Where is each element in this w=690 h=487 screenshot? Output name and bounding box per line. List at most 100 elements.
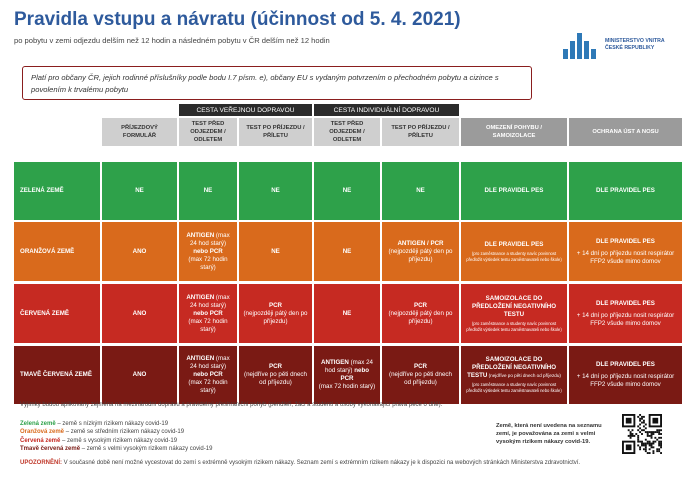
- row-label-text: ZELENÁ ZEMĚ: [20, 187, 64, 194]
- cell-movement: DLE PRAVIDEL PES (pro zaměstnance a stude…: [461, 222, 567, 281]
- cell-public-before-pcr-age: (max 72 hodin starý): [188, 255, 228, 271]
- column-header-label: OCHRANA ÚST A NOSU: [592, 129, 659, 135]
- cell-indiv-after-note: (nejpozději pátý den po příjezdu): [388, 247, 453, 263]
- cell-movement-note: (pro zaměstnance a studenty navíc povinn…: [466, 320, 562, 332]
- cell-arrival-form: ANO: [102, 284, 177, 343]
- cell-public-before: ANTIGEN (max 24 hod starý) nebo PCR (max …: [179, 222, 237, 281]
- cell-indiv-before: NE: [314, 284, 380, 343]
- cell-public-before-antigen: ANTIGEN: [186, 231, 215, 239]
- cell-movement: SAMOIZOLACE DO PŘEDLOŽENÍ NEGATIVNÍHO TE…: [461, 346, 567, 404]
- cell-movement-line: SAMOIZOLACE DO PŘEDLOŽENÍ NEGATIVNÍHO TE…: [465, 295, 563, 319]
- cell-public-before-line: ANTIGEN (max 24 hod starý) nebo PCR: [183, 232, 233, 256]
- cell-protection-value: DLE PRAVIDEL PES: [596, 361, 655, 368]
- cell-indiv-before: ANTIGEN (max 24 hod starý) nebo PCR (max …: [314, 346, 380, 404]
- legend-item-name: Zelená země: [20, 421, 56, 427]
- cell-movement-note: (pro zaměstnance a studenty navíc povinn…: [466, 250, 562, 262]
- column-header-label: TEST PŘED ODJEZDEM / ODLETEM: [190, 121, 226, 143]
- cell-movement-value: SAMOIZOLACE DO PŘEDLOŽENÍ NEGATIVNÍHO TE…: [471, 294, 557, 318]
- cell-protection-value: DLE PRAVIDEL PES: [596, 237, 655, 245]
- cell-indiv-after: ANTIGEN / PCR (nejpozději pátý den po pří…: [382, 222, 459, 281]
- cell-movement-value: SAMOIZOLACE DO PŘEDLOŽENÍ NEGATIVNÍHO TE…: [467, 356, 557, 380]
- qr-code-icon[interactable]: [622, 414, 662, 454]
- cell-movement: SAMOIZOLACE DO PŘEDLOŽENÍ NEGATIVNÍHO TE…: [461, 284, 567, 343]
- page-title: Pravidla vstupu a návratu (účinnost od 5…: [14, 9, 461, 30]
- legend-item: Červená země – země s vysokým rizikem ná…: [20, 437, 212, 445]
- cell-indiv-after-value: PCR: [413, 301, 428, 309]
- cell-indiv-before-antigen-age: (max 24 hod starý): [324, 359, 373, 374]
- cell-indiv-after: PCR (nejdříve po pěti dnech od příjezdu): [382, 346, 459, 404]
- group-header-public: CESTA VEŘEJNOU DOPRAVOU: [179, 104, 312, 116]
- legend-item-name: Červená země: [20, 437, 61, 444]
- column-header-indiv-test-before: TEST PŘED ODJEZDEM / ODLETEM: [314, 118, 380, 146]
- cell-protection-note: + 14 dní po příjezdu nosit respirátor FF…: [576, 311, 675, 327]
- cell-indiv-after-note: (nejpozději pátý den po příjezdu): [388, 309, 453, 325]
- cell-arrival-form-value: NE: [135, 187, 144, 194]
- cell-public-after-value: NE: [271, 247, 280, 255]
- cell-indiv-before: NE: [314, 162, 380, 220]
- column-header-indiv-test-after: TEST PO PŘÍJEZDU / PŘÍLETU: [382, 118, 459, 146]
- group-header-individual-label: CESTA INDIVIDUÁLNÍ DOPRAVOU: [333, 106, 440, 114]
- row-label: ZELENÁ ZEMĚ: [14, 162, 100, 220]
- unlisted-countries-note: Země, která není uvedena na seznamu zemí…: [496, 423, 602, 445]
- cell-indiv-before-antigen: ANTIGEN: [321, 359, 349, 366]
- cell-public-before-antigen: ANTIGEN: [186, 355, 215, 362]
- cell-public-before: NE: [179, 162, 237, 220]
- cell-public-before-pcr-age: (max 72 hodin starý): [188, 317, 228, 333]
- cell-indiv-before-value: NE: [342, 309, 352, 317]
- cell-public-after-value: NE: [271, 187, 280, 194]
- cell-public-after: NE: [239, 162, 312, 220]
- column-header-public-test-before: TEST PŘED ODJEZDEM / ODLETEM: [179, 118, 237, 146]
- cell-indiv-before-value: NE: [342, 247, 352, 255]
- exceptions-note: Výjimky budou aplikovány zejména na mezi…: [20, 402, 443, 408]
- legend-item: Zelená země – země s nízkým rizikem náka…: [20, 420, 212, 428]
- cell-public-after: PCR (nejpozději pátý den po příjezdu): [239, 284, 312, 343]
- cell-public-after-note: (nejpozději pátý den po příjezdu): [243, 309, 308, 325]
- cell-indiv-before-value: NE: [342, 187, 352, 194]
- cell-movement-value: DLE PRAVIDEL PES: [484, 240, 544, 248]
- cell-protection: DLE PRAVIDEL PES + 14 dní po příjezdu nos…: [569, 346, 682, 404]
- cell-arrival-form: NE: [102, 162, 177, 220]
- cell-public-after: PCR (nejdříve po pěti dnech od příjezdu): [239, 346, 312, 404]
- cell-public-before-antigen-age: (max 24 hod starý): [189, 293, 230, 309]
- cell-arrival-form-value: ANO: [132, 371, 147, 378]
- legend-item-desc: – země s velmi vysokým rizikem nákazy co…: [80, 445, 213, 452]
- cell-indiv-after-value: ANTIGEN / PCR: [397, 239, 444, 247]
- cell-movement: DLE PRAVIDEL PES: [461, 162, 567, 220]
- cell-public-before: ANTIGEN (max 24 hod starý) nebo PCR (max …: [179, 346, 237, 404]
- column-header-label: TEST PO PŘÍJEZDU / PŘÍLETU: [391, 125, 450, 139]
- cell-public-before-antigen-age: (max 24 hod starý): [189, 231, 230, 247]
- cell-public-before-line: ANTIGEN (max 24 hod starý) nebo PCR: [183, 294, 233, 318]
- cell-indiv-before: NE: [314, 222, 380, 281]
- cell-public-after: NE: [239, 222, 312, 281]
- cell-protection: DLE PRAVIDEL PES: [569, 162, 682, 220]
- cell-public-after-note: (nejdříve po pěti dnech od příjezdu): [244, 371, 307, 386]
- warning-note: UPOZORNĚNÍ: V současné době není možné v…: [20, 460, 580, 466]
- cell-movement-line: SAMOIZOLACE DO PŘEDLOŽENÍ NEGATIVNÍHO TE…: [465, 356, 563, 380]
- legend-item-name: Oranžová země: [20, 429, 65, 436]
- group-header-public-label: CESTA VEŘEJNOU DOPRAVOU: [196, 106, 295, 114]
- group-header-individual: CESTA INDIVIDUÁLNÍ DOPRAVOU: [314, 104, 459, 116]
- cell-arrival-form-value: ANO: [132, 247, 147, 255]
- row-label-text: ČERVENÁ ZEMĚ: [20, 309, 70, 317]
- legend-item-name: Tmavě červená země: [20, 445, 81, 452]
- legend-item: Tmavě červená země – země s velmi vysoký…: [20, 445, 212, 453]
- cell-arrival-form: ANO: [102, 222, 177, 281]
- cell-public-after-value: PCR: [268, 301, 283, 309]
- cell-movement-tail: (nejdříve po pěti dnech od příjezdu): [487, 373, 561, 379]
- column-header-label: TEST PŘED ODJEZDEM / ODLETEM: [329, 121, 365, 143]
- cell-public-before-line: ANTIGEN (max 24 hod starý) nebo PCR: [183, 355, 233, 379]
- cell-public-before-pcr: nebo PCR: [193, 309, 223, 317]
- cell-public-after-value: PCR: [268, 363, 283, 370]
- ministry-logo-text: MINISTERSTVO VNITRA ČESKÉ REPUBLIKY: [605, 38, 665, 51]
- cell-movement-line: DLE PRAVIDEL PES: [485, 241, 544, 249]
- row-label: TMAVĚ ČERVENÁ ZEMĚ: [14, 346, 100, 404]
- legend-item-desc: – země se středním rizikem nákazy covid-…: [64, 429, 185, 436]
- column-header-label: TEST PO PŘÍJEZDU / PŘÍLETU: [246, 125, 305, 139]
- legend-item: Oranžová země – země se středním rizikem…: [20, 428, 212, 436]
- cell-indiv-after-value: PCR: [413, 363, 428, 370]
- page-subtitle: po pobytu v zemi odjezdu delším než 12 h…: [14, 36, 330, 45]
- cell-protection-note: + 14 dní po příjezdu nosit respirátor FF…: [576, 373, 675, 388]
- cell-protection-note: + 14 dní po příjezdu nosit respirátor FF…: [576, 249, 675, 265]
- cell-public-before-pcr-age: (max 72 hodin starý): [188, 379, 228, 394]
- cell-indiv-before-pcr: nebo PCR: [340, 367, 369, 382]
